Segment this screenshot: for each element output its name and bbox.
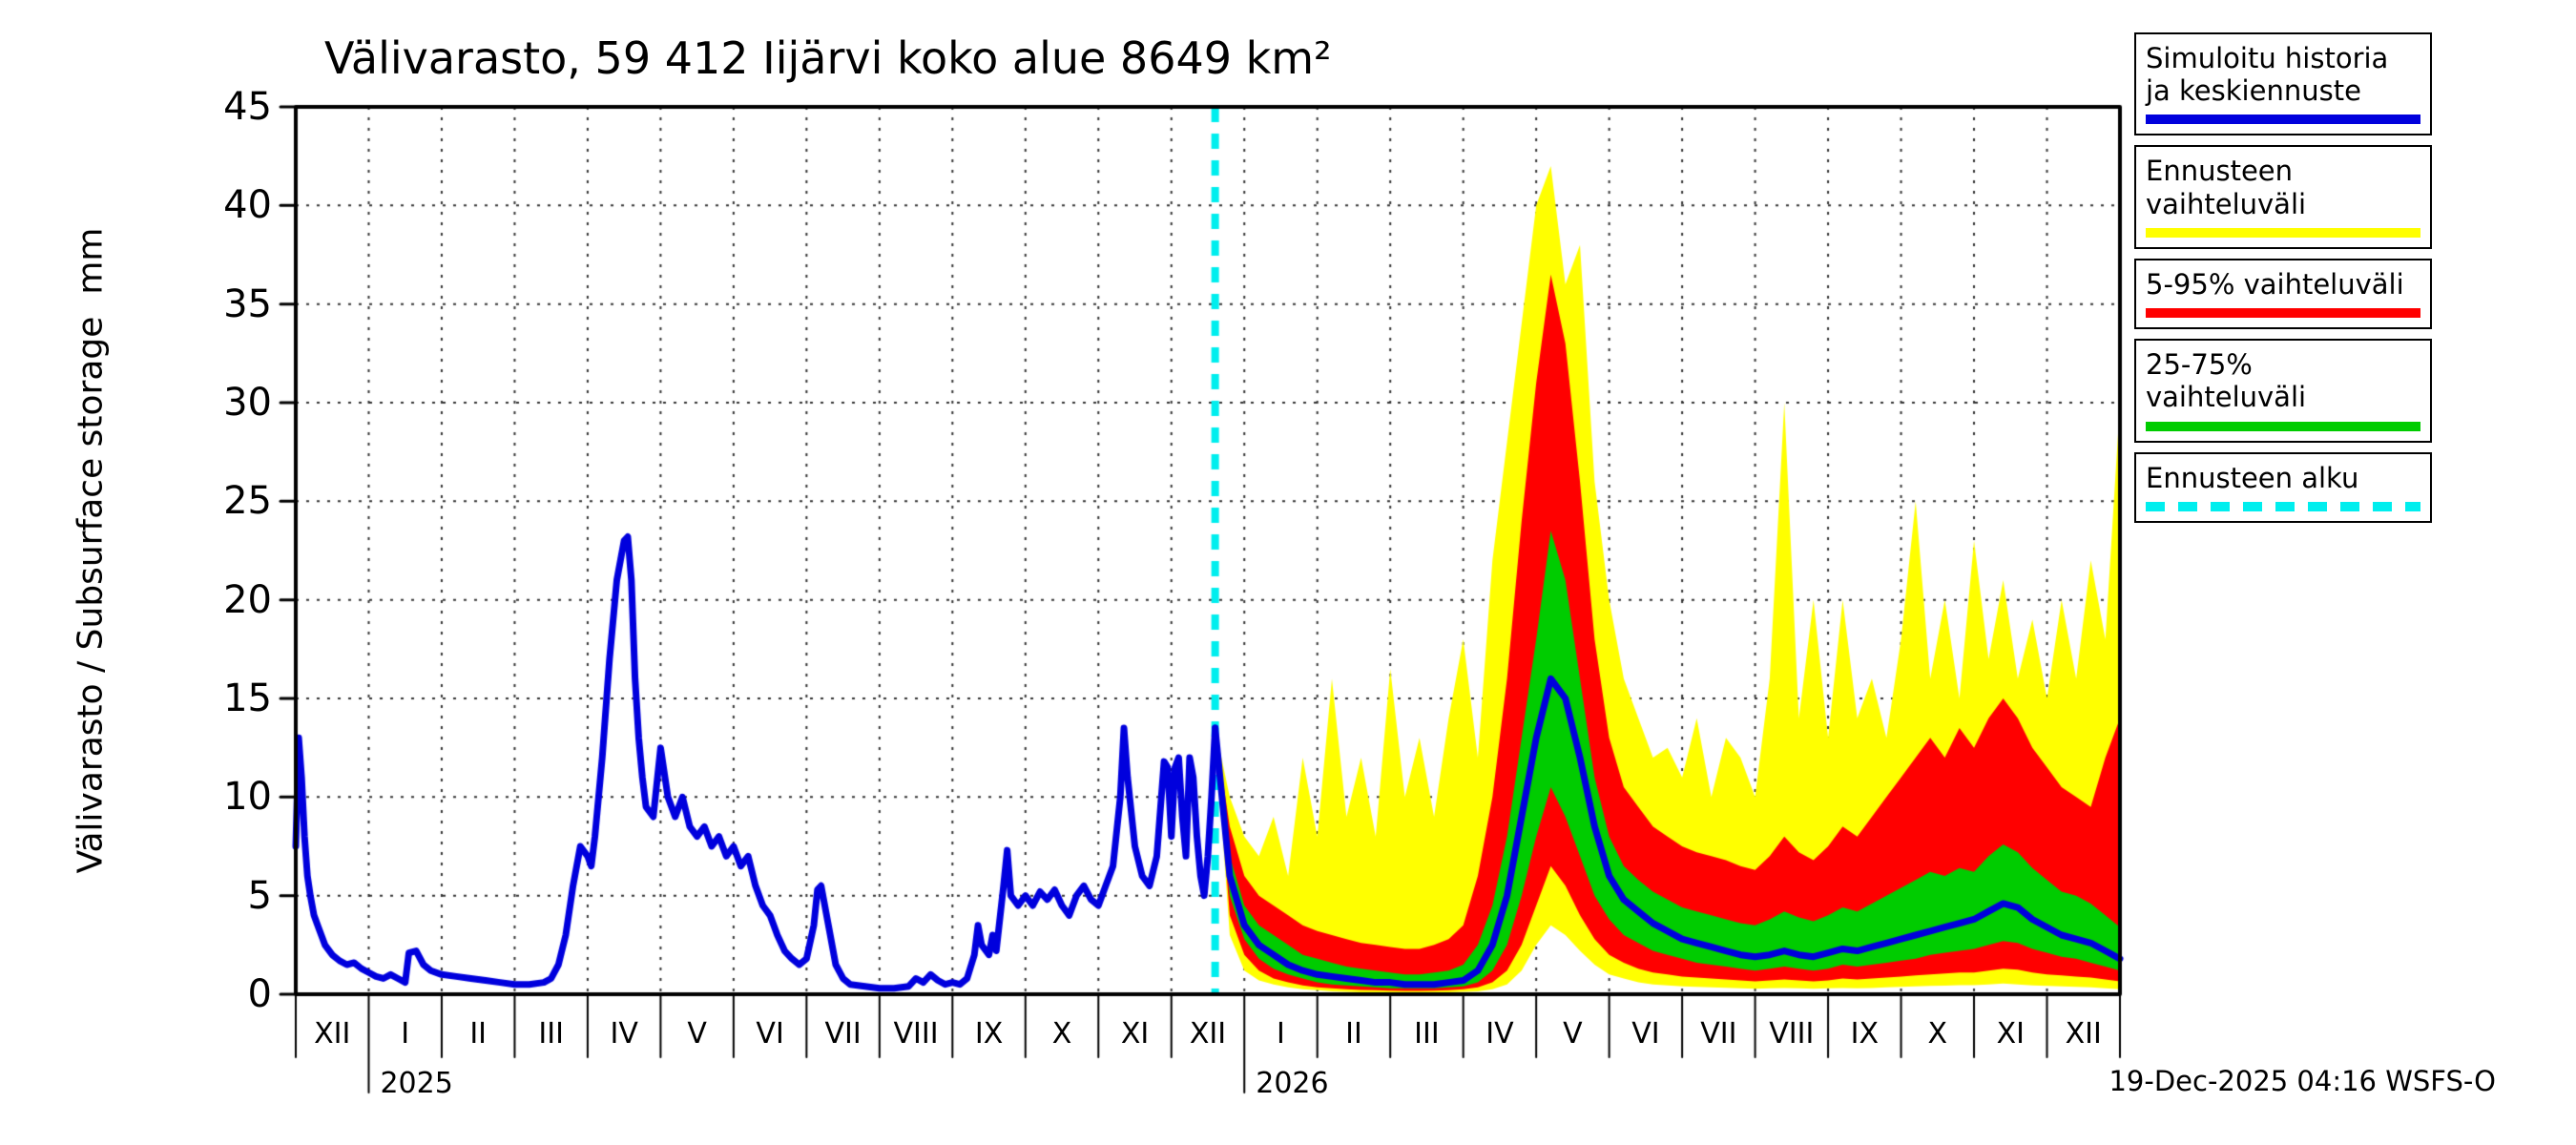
y-tick-label: 45 — [223, 85, 272, 129]
year-label: 2025 — [380, 1067, 453, 1100]
x-tick-label: X — [1051, 1017, 1072, 1051]
legend-color-bar — [2146, 421, 2420, 431]
y-tick-label: 35 — [223, 281, 272, 326]
legend: Simuloitu historia ja keskiennuste Ennust… — [2134, 32, 2432, 532]
generation-timestamp: 19-Dec-2025 04:16 WSFS-O — [2109, 1065, 2496, 1097]
y-tick-label: 40 — [223, 183, 272, 228]
x-tick-label: I — [401, 1017, 410, 1051]
chart-title: Välivarasto, 59 412 Iijärvi koko alue 86… — [324, 32, 1332, 84]
legend-item-3: 25-75% vaihteluväli — [2134, 339, 2432, 443]
x-tick-label: III — [538, 1017, 564, 1051]
x-tick-label: VIII — [1769, 1017, 1815, 1051]
x-tick-label: V — [687, 1017, 707, 1051]
x-tick-label: V — [1563, 1017, 1583, 1051]
x-tick-label: IX — [1850, 1017, 1880, 1051]
y-tick-label: 15 — [223, 677, 272, 720]
legend-color-bar — [2146, 114, 2420, 125]
x-tick-label: IV — [1485, 1017, 1514, 1051]
x-tick-label: XI — [1996, 1017, 2025, 1051]
x-tick-label: VI — [1631, 1017, 1660, 1051]
legend-item-1: Ennusteen vaihteluväli — [2134, 145, 2432, 249]
legend-item-label: Simuloitu historia ja keskiennuste — [2146, 42, 2389, 108]
x-tick-label: III — [1414, 1017, 1440, 1051]
y-tick-label: 10 — [223, 775, 272, 820]
y-tick-label: 20 — [223, 577, 272, 622]
x-tick-label: II — [469, 1017, 488, 1051]
legend-item-label: Ennusteen alku — [2146, 461, 2359, 494]
legend-item-4: Ennusteen alku — [2134, 451, 2432, 523]
x-tick-label: XII — [1189, 1017, 1227, 1051]
x-tick-label: IX — [974, 1017, 1004, 1051]
legend-color-bar — [2146, 308, 2420, 319]
x-tick-label: I — [1277, 1017, 1285, 1051]
y-tick-label: 0 — [247, 972, 272, 1016]
legend-item-label: 25-75% vaihteluväli — [2146, 348, 2307, 414]
x-tick-label: IV — [610, 1017, 638, 1051]
x-tick-label: VII — [1700, 1017, 1737, 1051]
legend-item-0: Simuloitu historia ja keskiennuste — [2134, 32, 2432, 136]
legend-color-bar — [2146, 227, 2420, 238]
x-tick-label: XII — [2065, 1017, 2102, 1051]
x-tick-label: X — [1927, 1017, 1948, 1051]
legend-item-label: 5-95% vaihteluväli — [2146, 267, 2404, 301]
x-tick-label: XI — [1120, 1017, 1150, 1051]
x-tick-label: II — [1345, 1017, 1362, 1051]
y-tick-label: 30 — [223, 381, 272, 425]
x-tick-label: VIII — [893, 1017, 939, 1051]
y-tick-label: 25 — [223, 479, 272, 524]
x-tick-label: VI — [756, 1017, 784, 1051]
x-tick-label: XII — [314, 1017, 351, 1051]
year-label: 2026 — [1256, 1067, 1329, 1100]
x-tick-label: VII — [824, 1017, 862, 1051]
legend-item-label: Ennusteen vaihteluväli — [2146, 155, 2307, 220]
legend-color-bar — [2146, 501, 2420, 511]
legend-item-2: 5-95% vaihteluväli — [2134, 258, 2432, 330]
y-tick-label: 5 — [247, 873, 272, 918]
y-axis-label: Välivarasto / Subsurface storage mm — [71, 227, 111, 874]
